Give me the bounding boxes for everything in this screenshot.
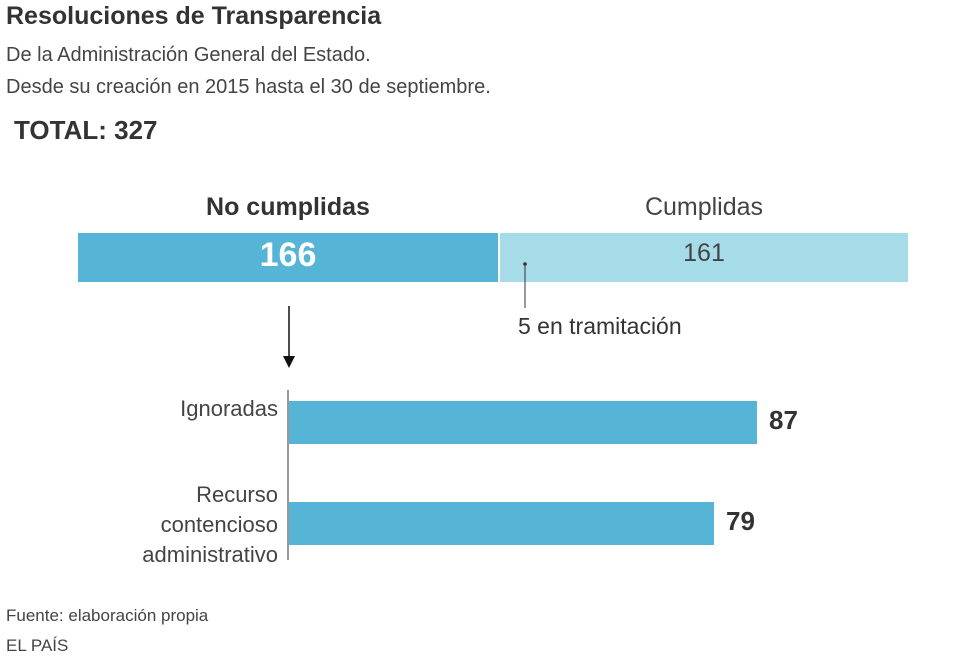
category-line: Ignoradas bbox=[180, 396, 278, 421]
breakdown-category-label-ignoradas: Ignoradas bbox=[180, 394, 278, 424]
stacked-value-no-cumplidas: 166 bbox=[259, 236, 317, 274]
subtitle-line-1: De la Administración General del Estado. bbox=[6, 44, 371, 66]
breakdown-arrow-head bbox=[283, 356, 295, 368]
chart-title: Resoluciones de Transparencia bbox=[6, 2, 382, 30]
category-line: contencioso bbox=[160, 512, 278, 537]
category-line: administrativo bbox=[142, 542, 278, 567]
category-line: Recurso bbox=[196, 482, 278, 507]
stacked-bar-cumplidas bbox=[500, 233, 908, 282]
breakdown-value-recurso: 79 bbox=[726, 506, 755, 536]
breakdown-bar-recurso bbox=[289, 502, 714, 545]
stacked-value-cumplidas: 161 bbox=[683, 239, 725, 267]
stacked-category-label-cumplidas: Cumplidas bbox=[644, 193, 764, 221]
total-label: TOTAL: 327 bbox=[14, 115, 158, 145]
tramitacion-leader-dot bbox=[523, 262, 527, 266]
breakdown-value-ignoradas: 87 bbox=[769, 405, 798, 435]
breakdown-bar-ignoradas bbox=[289, 401, 757, 444]
source-note: Fuente: elaboración propia bbox=[6, 606, 209, 625]
stacked-category-label-no-cumplidas: No cumplidas bbox=[206, 193, 370, 221]
annotation-en-tramitacion: 5 en tramitación bbox=[518, 313, 682, 339]
breakdown-category-label-recurso: Recurso contencioso administrativo bbox=[142, 480, 278, 570]
stacked-bar-no-cumplidas bbox=[78, 233, 498, 282]
publisher-credit: EL PAÍS bbox=[6, 636, 69, 655]
subtitle-line-2: Desde su creación en 2015 hasta el 30 de… bbox=[6, 76, 491, 98]
